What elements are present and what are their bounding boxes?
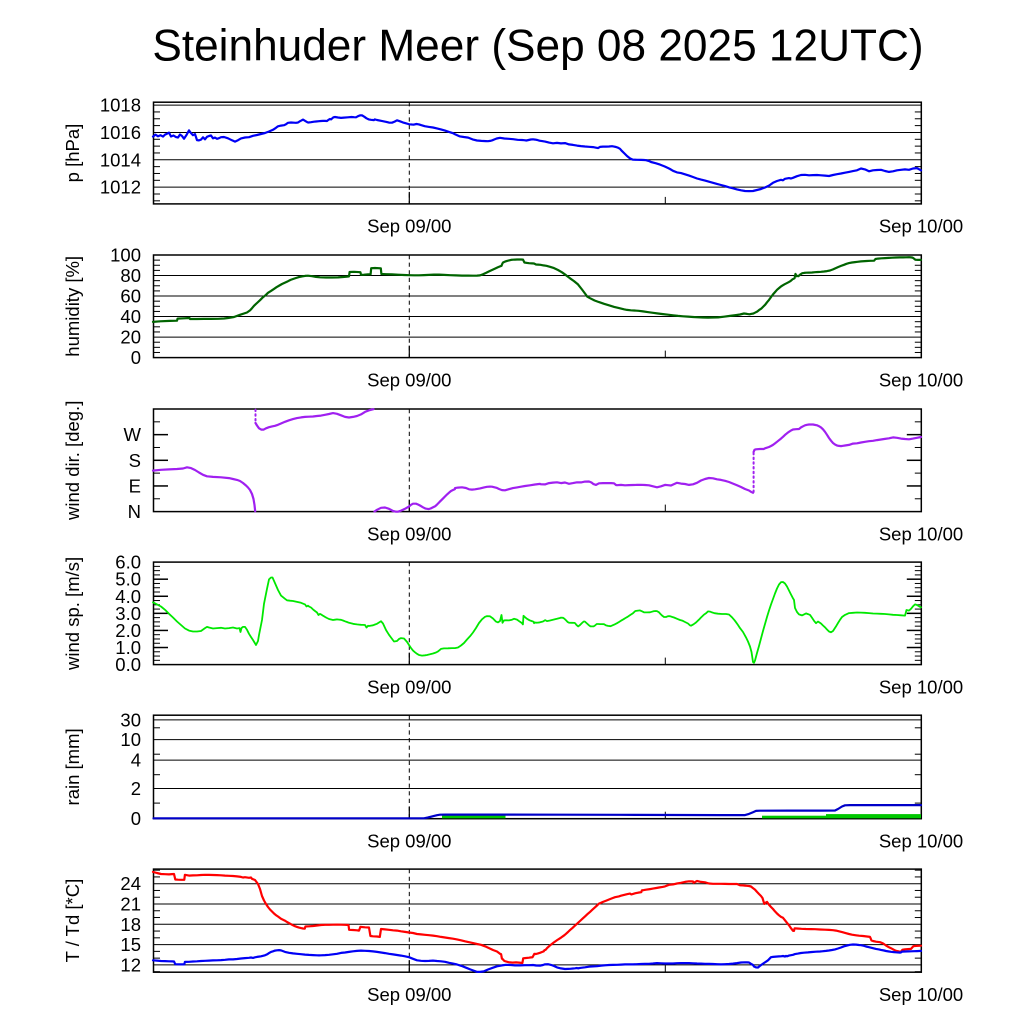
- svg-text:1016: 1016: [100, 122, 141, 143]
- svg-text:wind sp. [m/s]: wind sp. [m/s]: [62, 557, 83, 671]
- svg-text:Sep 10/00: Sep 10/00: [879, 216, 963, 237]
- svg-text:Sep 09/00: Sep 09/00: [367, 216, 451, 237]
- svg-text:W: W: [124, 424, 142, 445]
- svg-text:Sep 10/00: Sep 10/00: [879, 369, 963, 390]
- svg-text:wind dir. [deg.]: wind dir. [deg.]: [62, 401, 83, 521]
- svg-text:0.0: 0.0: [115, 654, 141, 675]
- svg-text:0: 0: [131, 808, 141, 829]
- svg-text:0: 0: [131, 347, 141, 368]
- svg-text:3.0: 3.0: [115, 603, 141, 624]
- svg-text:12: 12: [120, 954, 141, 975]
- svg-text:T / Td [*C]: T / Td [*C]: [62, 879, 83, 963]
- svg-text:1012: 1012: [100, 177, 141, 198]
- svg-text:1.0: 1.0: [115, 637, 141, 658]
- svg-text:6.0: 6.0: [115, 552, 141, 573]
- svg-text:Sep 10/00: Sep 10/00: [879, 676, 963, 697]
- svg-text:20: 20: [120, 327, 141, 348]
- svg-text:30: 30: [120, 709, 141, 730]
- svg-text:5.0: 5.0: [115, 569, 141, 590]
- svg-text:4: 4: [131, 750, 141, 771]
- svg-text:60: 60: [120, 286, 141, 307]
- svg-text:2.0: 2.0: [115, 620, 141, 641]
- svg-text:18: 18: [120, 914, 141, 935]
- svg-text:humidity [%]: humidity [%]: [62, 256, 83, 357]
- svg-text:Sep 10/00: Sep 10/00: [879, 984, 963, 1005]
- svg-text:1014: 1014: [100, 149, 141, 170]
- svg-text:E: E: [129, 476, 141, 497]
- svg-text:S: S: [129, 450, 141, 471]
- svg-text:4.0: 4.0: [115, 586, 141, 607]
- svg-text:40: 40: [120, 306, 141, 327]
- svg-text:Sep 10/00: Sep 10/00: [879, 523, 963, 544]
- svg-text:Sep 09/00: Sep 09/00: [367, 369, 451, 390]
- svg-text:N: N: [128, 501, 141, 522]
- svg-text:10: 10: [120, 729, 141, 750]
- svg-text:2: 2: [131, 778, 141, 799]
- svg-text:15: 15: [120, 934, 141, 955]
- svg-text:80: 80: [120, 265, 141, 286]
- svg-text:p [hPa]: p [hPa]: [62, 124, 83, 183]
- svg-text:Sep 09/00: Sep 09/00: [367, 676, 451, 697]
- svg-text:100: 100: [110, 245, 141, 266]
- svg-text:Steinhuder Meer (Sep 08 2025 1: Steinhuder Meer (Sep 08 2025 12UTC): [152, 22, 923, 71]
- svg-text:1018: 1018: [100, 95, 141, 116]
- svg-text:rain [mm]: rain [mm]: [62, 728, 83, 805]
- svg-text:24: 24: [120, 873, 141, 894]
- svg-text:Sep 09/00: Sep 09/00: [367, 984, 451, 1005]
- svg-text:Sep 09/00: Sep 09/00: [367, 831, 451, 852]
- svg-text:21: 21: [120, 894, 141, 915]
- svg-text:Sep 09/00: Sep 09/00: [367, 523, 451, 544]
- svg-text:Sep 10/00: Sep 10/00: [879, 831, 963, 852]
